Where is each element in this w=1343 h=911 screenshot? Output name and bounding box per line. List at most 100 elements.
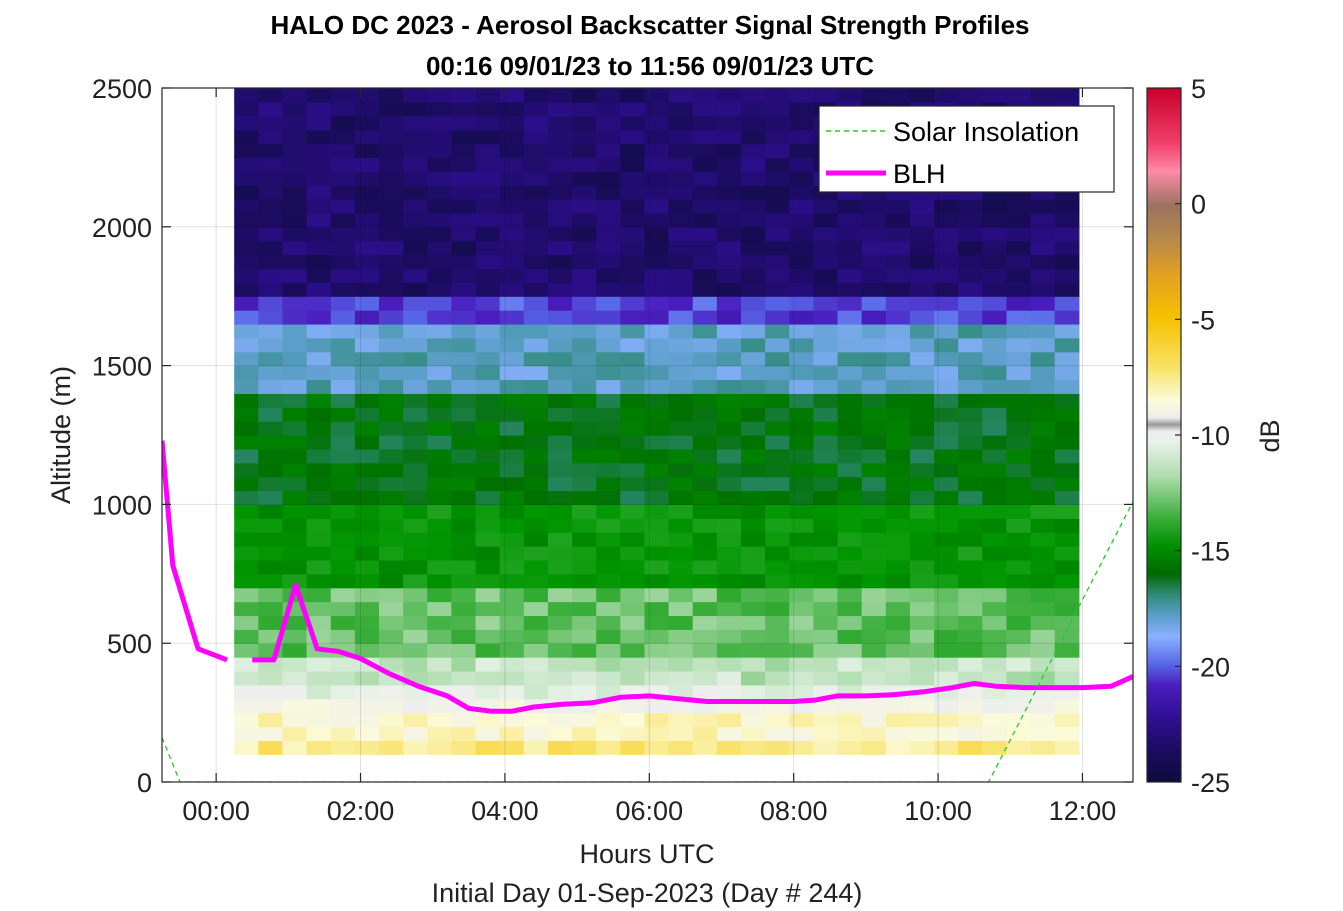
- heatmap-cell: [234, 448, 259, 464]
- heatmap-cell: [1006, 310, 1032, 325]
- heatmap-cell: [354, 143, 380, 158]
- heatmap-cell: [765, 657, 790, 672]
- heatmap-cell: [620, 504, 646, 519]
- heatmap-cell: [716, 684, 742, 700]
- heatmap-cell: [740, 115, 766, 131]
- heatmap-cell: [813, 351, 839, 367]
- heatmap-cell: [451, 351, 477, 367]
- heatmap-cell: [934, 559, 959, 575]
- heatmap-cell: [765, 532, 790, 547]
- heatmap-cell: [282, 435, 308, 450]
- heatmap-cell: [330, 518, 356, 533]
- heatmap-cell: [572, 712, 597, 728]
- heatmap-cell: [765, 643, 790, 658]
- colorbar: 50-5-10-15-20-25 dB: [1146, 74, 1285, 798]
- heatmap-cell: [354, 310, 380, 325]
- heatmap-cell: [692, 337, 718, 353]
- heatmap-cell: [1006, 462, 1032, 478]
- heatmap-cell: [813, 435, 839, 450]
- heatmap-cell: [282, 698, 308, 714]
- heatmap-cell: [547, 448, 573, 464]
- heatmap-cell: [403, 435, 428, 450]
- heatmap-cell: [789, 88, 814, 103]
- heatmap-cell: [378, 573, 404, 589]
- heatmap-cell: [572, 310, 597, 325]
- heatmap-cell: [403, 199, 428, 214]
- heatmap-cell: [378, 587, 404, 603]
- heatmap-cell: [475, 296, 501, 311]
- heatmap-cell: [813, 421, 839, 436]
- heatmap-cell: [668, 476, 694, 492]
- heatmap-cell: [475, 323, 501, 339]
- heatmap-cell: [403, 712, 428, 728]
- heatmap-cell: [475, 171, 501, 186]
- heatmap-cell: [547, 129, 573, 145]
- heatmap-cell: [306, 254, 332, 270]
- heatmap-cell: [306, 490, 332, 505]
- heatmap-cell: [475, 240, 501, 256]
- heatmap-cell: [330, 101, 356, 117]
- heatmap-cell: [1030, 573, 1056, 589]
- heatmap-cell: [1030, 435, 1056, 450]
- heatmap-cell: [1054, 559, 1080, 575]
- heatmap-cell: [692, 88, 718, 103]
- heatmap-cell: [1006, 629, 1032, 644]
- heatmap-cell: [1054, 643, 1080, 658]
- heatmap-cell: [765, 740, 790, 755]
- heatmap-cell: [982, 199, 1008, 214]
- heatmap-cell: [861, 462, 887, 478]
- heatmap-cell: [547, 88, 573, 103]
- heatmap-cell: [934, 615, 959, 630]
- heatmap-cell: [644, 559, 670, 575]
- heatmap-cell: [958, 684, 983, 700]
- heatmap-cell: [1006, 421, 1032, 436]
- heatmap-cell: [403, 379, 428, 394]
- heatmap-cell: [1006, 476, 1032, 492]
- heatmap-cell: [716, 296, 742, 311]
- heatmap-cell: [668, 379, 694, 394]
- heatmap-cell: [982, 254, 1008, 270]
- heatmap-cell: [668, 393, 694, 408]
- heatmap-cell: [306, 212, 332, 228]
- heatmap-cell: [499, 171, 525, 186]
- heatmap-cell: [1054, 323, 1080, 339]
- heatmap-cell: [934, 476, 959, 492]
- heatmap-cell: [813, 365, 839, 381]
- heatmap-cell: [547, 407, 573, 422]
- heatmap-cell: [499, 670, 525, 686]
- heatmap-cell: [909, 421, 935, 436]
- heatmap-cell: [547, 254, 573, 270]
- heatmap-cell: [982, 670, 1008, 686]
- heatmap-cell: [451, 212, 477, 228]
- heatmap-cell: [668, 129, 694, 145]
- heatmap-cell: [234, 115, 259, 131]
- heatmap-cell: [813, 476, 839, 492]
- heatmap-cell: [885, 296, 911, 311]
- heatmap-cell: [427, 698, 452, 714]
- heatmap-cell: [547, 573, 573, 589]
- colorbar-tick-label: -20: [1191, 652, 1230, 682]
- heatmap-cell: [740, 601, 766, 617]
- heatmap-cell: [668, 601, 694, 617]
- heatmap-cell: [909, 268, 935, 283]
- heatmap-cell: [740, 323, 766, 339]
- heatmap-cell: [499, 212, 525, 228]
- heatmap-cell: [1030, 254, 1056, 270]
- heatmap-cell: [644, 171, 670, 186]
- heatmap-cell: [572, 337, 597, 353]
- heatmap-cell: [765, 379, 790, 394]
- heatmap-cell: [499, 226, 525, 242]
- heatmap-cell: [306, 393, 332, 408]
- heatmap-cell: [596, 712, 621, 728]
- heatmap-cell: [475, 88, 501, 103]
- heatmap-cell: [354, 476, 380, 492]
- heatmap-cell: [789, 185, 814, 200]
- heatmap-cell: [909, 712, 935, 728]
- heatmap-cell: [572, 129, 597, 145]
- heatmap-cell: [523, 684, 549, 700]
- heatmap-cell: [765, 504, 790, 519]
- heatmap-cell: [789, 268, 814, 283]
- heatmap-cell: [716, 407, 742, 422]
- heatmap-cell: [451, 462, 477, 478]
